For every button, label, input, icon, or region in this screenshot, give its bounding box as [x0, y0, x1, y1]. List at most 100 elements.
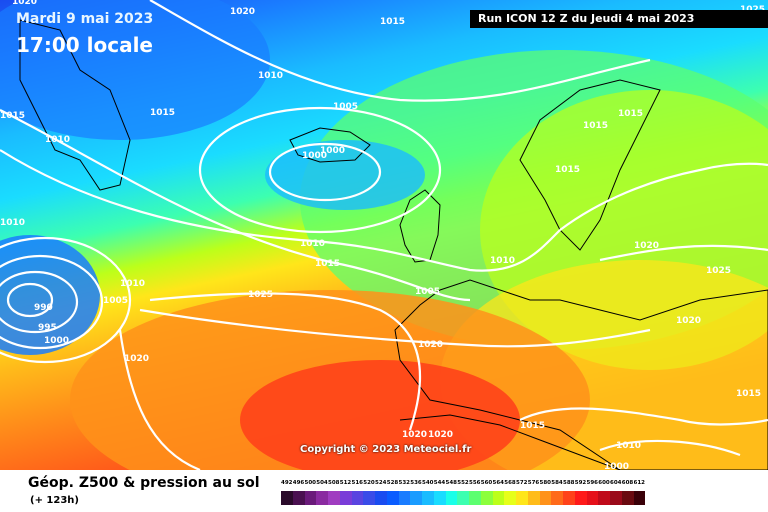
map-title: Géop. Z500 & pression au sol [28, 475, 260, 491]
isobar-1025 [149, 292, 422, 431]
copyright-notice: Copyright © 2023 Meteociel.fr [300, 444, 472, 455]
isobar-label: 1015 [618, 109, 643, 119]
isobar-1005-iceland [198, 106, 442, 234]
scale-swatch [351, 491, 364, 505]
scale-swatch [610, 491, 622, 505]
forecast-time: 17:00 locale [16, 33, 153, 57]
scale-label: 492 [281, 480, 293, 486]
scale-swatch [375, 491, 387, 505]
scale-label: 576 [527, 480, 540, 486]
scale-swatch [304, 491, 317, 505]
forecast-date: Mardi 9 mai 2023 [16, 11, 154, 27]
isobar-label: 1010 [490, 256, 515, 266]
isobar-label: 1020 [428, 430, 453, 440]
scale-swatch [633, 491, 646, 505]
isobar-1020-b [139, 308, 651, 348]
isobar-label: 1010 [120, 279, 145, 289]
isobar-label: 1015 [315, 259, 340, 269]
isobar-label: 1015 [0, 111, 25, 121]
isobar-1010-se [599, 439, 741, 457]
isobar-label: 1000 [320, 146, 345, 156]
scale-swatch [586, 491, 599, 505]
isobar-label: 1020 [676, 316, 701, 326]
scale-label: 588 [563, 480, 575, 486]
isobar-label: 1015 [583, 121, 608, 131]
isobar-label: 1020 [402, 430, 427, 440]
scale-label: 584 [551, 480, 563, 486]
scale-swatch [516, 491, 528, 505]
isobar-label: 1020 [124, 354, 149, 364]
scale-label: 560 [480, 480, 493, 486]
scale-label: 544 [433, 480, 446, 486]
scale-swatch [469, 491, 481, 505]
scale-swatch [480, 491, 493, 505]
scale-label: 596 [586, 480, 598, 486]
isobar-1025-east [599, 244, 768, 262]
isobar-label: 1000 [302, 151, 327, 161]
scale-label: 608 [621, 480, 634, 486]
isobar-990 [6, 282, 54, 318]
scale-swatch [281, 491, 293, 505]
scale-swatch [339, 491, 352, 505]
scale-label: 500 [304, 480, 316, 486]
z500-band-greenland [0, 0, 270, 140]
scale-swatch [410, 491, 422, 505]
scandinavia-coast [519, 79, 661, 251]
forecast-map: 1020 1015 1010 1015 1015 1010 1005 1000 … [0, 0, 768, 470]
forecast-lead-time: (+ 123h) [30, 495, 79, 506]
scale-swatch [504, 491, 516, 505]
color-scale-labels: 492 496 500 504 508 512 516 520 524 528 532 536 540 5… [281, 478, 751, 489]
isobar-label: 1005 [103, 296, 128, 306]
isobar-1005-low [0, 236, 132, 364]
isobars [0, 0, 768, 470]
isobar-label: 995 [38, 323, 57, 333]
scale-swatch [527, 491, 540, 505]
isobar-label: 1000 [604, 462, 629, 470]
scale-label: 564 [492, 480, 504, 486]
isobar-label: 1010 [45, 135, 70, 145]
scale-swatch [563, 491, 575, 505]
scale-label: 580 [539, 480, 551, 486]
z500-band-red [240, 360, 520, 470]
isobar-1010 [0, 149, 561, 272]
isobar-label: 1025 [706, 266, 731, 276]
isobar-label: 1025 [248, 290, 273, 300]
scale-swatch [316, 491, 328, 505]
scale-label: 532 [398, 480, 410, 486]
isobar-1020-east [559, 162, 768, 231]
model-run-info: Run ICON 12 Z du Jeudi 4 mai 2023 [470, 10, 768, 28]
color-scale: 492 496 500 504 508 512 516 520 524 528 532 536 540 5… [281, 478, 751, 508]
isobar-label: 1010 [0, 218, 25, 228]
isobar-label: 1010 [258, 71, 283, 81]
scale-swatch [598, 491, 610, 505]
isobar-label: 990 [34, 303, 53, 313]
scale-label: 592 [574, 480, 587, 486]
scale-label: 496 [292, 480, 305, 486]
scale-swatch [621, 491, 634, 505]
isobar-1000-iceland [268, 142, 382, 202]
scale-label: 516 [351, 480, 363, 486]
greenland-coast [19, 19, 131, 191]
europe-coast [394, 279, 768, 470]
scale-label: 548 [445, 480, 457, 486]
scale-swatch [328, 491, 340, 505]
scale-label: 520 [363, 480, 375, 486]
isobar-label: 1000 [44, 336, 69, 346]
isobar-1015-north [149, 0, 651, 102]
isobar-label: 1005 [333, 102, 358, 112]
scale-swatch [363, 491, 375, 505]
scale-label: 612 [633, 480, 645, 486]
isobar-label: 1015 [555, 165, 580, 175]
isobar-label: 1015 [520, 421, 545, 431]
scale-swatch [539, 491, 552, 505]
scale-label: 572 [516, 480, 528, 486]
scale-swatch [422, 491, 434, 505]
scale-label: 568 [504, 480, 516, 486]
isobar-label: 1020 [12, 0, 37, 7]
scale-swatch [492, 491, 505, 505]
isobar-label: 1020 [418, 340, 443, 350]
isobar-1015-se [519, 407, 768, 426]
isobar-labels: 1020 1015 1010 1015 1015 1010 1005 1000 … [0, 0, 765, 470]
scale-label: 604 [610, 480, 622, 486]
scale-swatch [398, 491, 411, 505]
